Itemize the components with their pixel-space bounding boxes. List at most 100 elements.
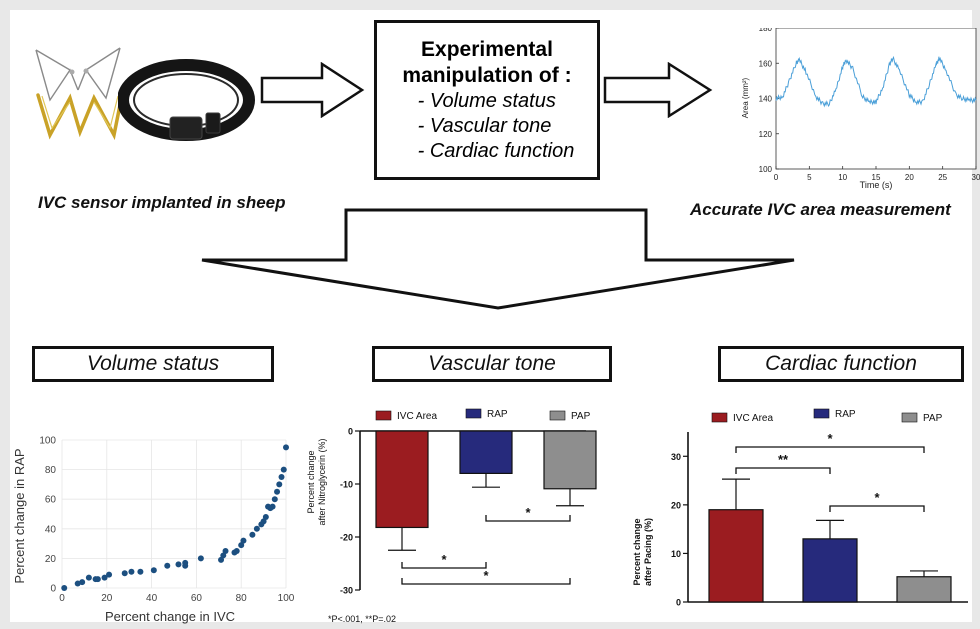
sensor-caption: IVC sensor implanted in sheep <box>38 193 286 212</box>
manipulation-title-line2: manipulation of : <box>402 63 572 87</box>
area-x-tick-label: 30 <box>972 173 980 182</box>
manipulation-title-line1: Experimental <box>421 37 553 61</box>
scatter-x-axis-label: Percent change in IVC <box>105 609 235 624</box>
scatter-point <box>262 513 269 520</box>
scatter-x-tick-label: 100 <box>278 593 295 604</box>
area-x-tick-label: 25 <box>938 173 947 182</box>
pace-bar <box>802 538 858 603</box>
scatter-point <box>260 518 267 525</box>
pace-legend-swatch <box>901 412 918 423</box>
pace-y-tick-label: 20 <box>671 500 681 510</box>
area-y-axis-label: Area (mm²) <box>741 77 750 118</box>
pace-legend-label: IVC Area <box>733 413 773 424</box>
scatter-point <box>280 466 287 473</box>
scatter-point <box>222 548 229 554</box>
scatter-point <box>238 542 245 549</box>
pace-bar <box>896 576 952 603</box>
area-y-tick-label: 140 <box>759 95 773 104</box>
vascular-bar-chart: IVC Area RAP PAP 0 -10 -20 -30 * * * Percent ch… <box>306 408 597 624</box>
nitro-legend-swatch <box>465 408 482 419</box>
scatter-point <box>79 579 86 586</box>
nitro-significance-label: * <box>525 505 531 520</box>
area-y-tick-label: 100 <box>759 165 773 174</box>
nitro-y-tick-label: -10 <box>340 480 353 490</box>
pace-significance-label: * <box>827 431 833 446</box>
pace-significance-label: ** <box>778 452 789 467</box>
nitro-significance-bracket <box>485 515 571 522</box>
scatter-y-tick-label: 0 <box>50 584 56 595</box>
nitro-legend-swatch <box>549 410 566 421</box>
section-vascular-tone: Vascular tone <box>372 346 612 382</box>
pace-y-axis-label-line1: Percent change <box>632 518 642 585</box>
nitro-legend-label: PAP <box>571 411 591 422</box>
scatter-point <box>278 474 285 480</box>
scatter-x-tick-label: 20 <box>101 593 113 604</box>
scatter-point <box>128 568 135 575</box>
pace-significance-bracket <box>735 446 925 453</box>
nitro-bar <box>459 430 513 475</box>
pace-significance-label: * <box>874 490 880 505</box>
ivc-sensor-illustration <box>35 47 124 141</box>
volume-scatter-chart: 0 20 40 60 80 100 0 20 40 60 80 100 Percent change … <box>12 436 295 625</box>
area-x-axis-label: Time (s) <box>860 180 893 190</box>
pace-significance-bracket <box>735 467 831 474</box>
scatter-point <box>218 556 225 563</box>
pace-y-axis-label-line2: after Pacing (%) <box>643 518 653 586</box>
scatter-y-tick-label: 100 <box>39 436 56 447</box>
scatter-point <box>249 531 256 538</box>
nitro-bar <box>375 430 429 529</box>
manipulation-item-volume: - Volume status <box>417 89 556 112</box>
nitro-significance-bracket <box>401 578 571 585</box>
scatter-point <box>233 548 240 554</box>
nitro-significance-bracket <box>401 562 487 569</box>
scatter-point <box>283 444 289 451</box>
nitro-legend-label: RAP <box>487 409 508 420</box>
scatter-point <box>164 562 171 569</box>
pace-legend-label: PAP <box>923 413 943 424</box>
footnote: *P<.001, **P=.02 <box>328 614 396 624</box>
area-trace-line <box>775 55 977 108</box>
scatter-point <box>182 559 189 566</box>
nitro-y-axis-label-line2: after Nitroglycerin (%) <box>317 438 327 525</box>
scatter-point <box>276 481 283 488</box>
area-x-tick-label: 20 <box>905 173 914 182</box>
manipulation-item-vascular: - Vascular tone <box>417 114 552 137</box>
arrow-right-icon <box>260 62 365 118</box>
scatter-y-tick-label: 80 <box>45 465 57 476</box>
nitro-bar <box>543 430 597 490</box>
scatter-x-tick-label: 40 <box>146 593 158 604</box>
scatter-y-tick-label: 60 <box>45 495 57 506</box>
scatter-x-tick-label: 60 <box>191 593 203 604</box>
scatter-point <box>269 503 276 510</box>
arrow-right-icon <box>603 62 713 118</box>
nitro-y-tick-label: -30 <box>340 586 353 596</box>
scatter-x-tick-label: 0 <box>59 593 65 604</box>
experimental-manipulation-box: Experimental manipulation of : - Volume … <box>374 20 600 180</box>
pace-legend-swatch <box>711 412 728 423</box>
manipulation-item-cardiac: - Cardiac function <box>417 139 575 162</box>
area-x-tick-label: 5 <box>807 173 812 182</box>
section-cardiac-function-label: Cardiac function <box>765 352 917 375</box>
scatter-point <box>106 571 113 578</box>
scatter-point <box>85 574 92 581</box>
nitro-significance-label: * <box>441 552 447 567</box>
area-x-tick-label: 0 <box>774 173 779 182</box>
scatter-x-tick-label: 80 <box>236 593 248 604</box>
monitoring-belt-illustration <box>118 59 255 141</box>
section-volume-status: Volume status <box>32 346 274 382</box>
measurement-caption: Accurate IVC area measurement <box>690 200 951 219</box>
section-vascular-tone-label: Vascular tone <box>428 352 556 375</box>
scatter-point <box>101 574 108 581</box>
pace-y-tick-label: 10 <box>671 549 681 559</box>
scatter-point <box>240 537 247 544</box>
pace-y-tick-label: 0 <box>676 598 681 608</box>
pace-bar <box>708 509 764 603</box>
section-volume-status-label: Volume status <box>86 352 220 375</box>
nitro-y-axis-label-line1: Percent change <box>306 450 316 513</box>
nitro-y-tick-label: -20 <box>340 533 353 543</box>
nitro-significance-label: * <box>483 568 489 583</box>
scatter-point <box>274 488 281 495</box>
area-y-tick-label: 120 <box>759 130 773 139</box>
pace-y-tick-label: 30 <box>671 452 681 462</box>
